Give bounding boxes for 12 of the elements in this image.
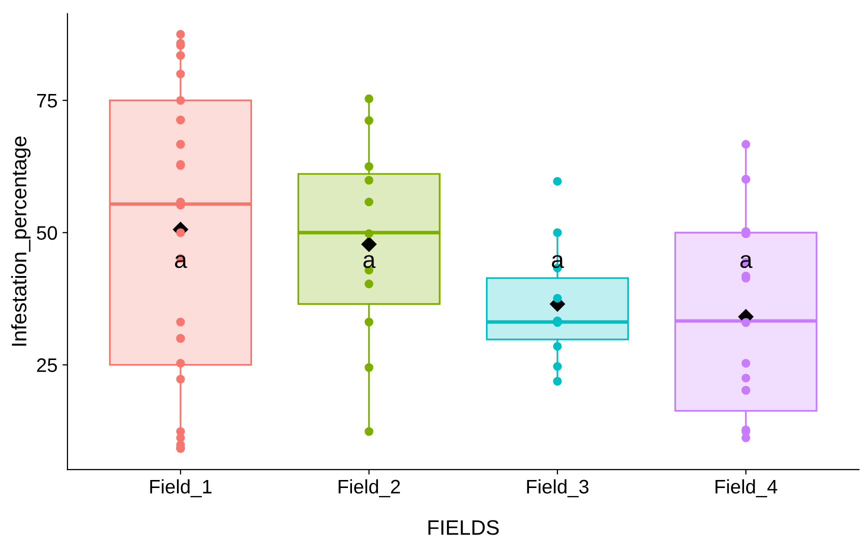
x-tick-label: Field_2 — [338, 479, 400, 498]
x-tick-label: Field_4 — [716, 479, 778, 498]
x-tick-label: Field_1 — [150, 479, 212, 498]
y-tick-label: 25 — [37, 358, 57, 372]
y-tick-label: 50 — [36, 226, 57, 240]
y-axis-title: Infestation_percentage — [11, 136, 31, 346]
annotation: a — [740, 255, 752, 268]
x-tick-label: Field_3 — [527, 479, 588, 498]
annotation: a — [363, 255, 376, 268]
annotation: a — [174, 255, 188, 268]
y-tick-label: 75 — [37, 94, 57, 108]
x-axis-title: FIELDS — [428, 520, 499, 535]
